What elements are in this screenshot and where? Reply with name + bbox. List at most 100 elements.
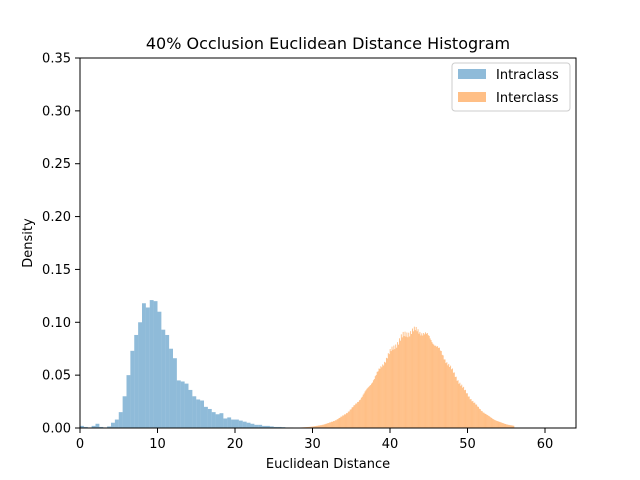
interclass-bar-204 xyxy=(432,343,434,428)
interclass-bar-223 xyxy=(450,365,452,428)
intraclass-bar-32 xyxy=(204,406,208,428)
y-tick-label-3: 0.15 xyxy=(42,263,71,278)
interclass-bar-175 xyxy=(405,336,407,428)
interclass-bar-258 xyxy=(482,412,484,428)
interclass-bar-193 xyxy=(422,335,424,428)
interclass-bar-212 xyxy=(439,350,441,428)
interclass-bar-221 xyxy=(448,363,450,428)
intraclass-bar-37 xyxy=(223,418,228,428)
interclass-bar-254 xyxy=(478,408,480,428)
interclass-bar-284 xyxy=(506,424,508,428)
interclass-bar-256 xyxy=(480,410,482,428)
interclass-bar-123 xyxy=(357,402,359,428)
interclass-bar-162 xyxy=(393,345,395,428)
interclass-bar-275 xyxy=(498,421,500,428)
interclass-bar-125 xyxy=(359,400,360,428)
intraclass-bar-17 xyxy=(145,307,150,428)
interclass-bar-279 xyxy=(502,423,504,428)
y-tick-label-1: 0.05 xyxy=(42,369,71,384)
x-tick-label-60: 60 xyxy=(537,437,554,452)
y-axis-label: Density xyxy=(21,218,36,268)
intraclass-bar-29 xyxy=(192,396,197,428)
interclass-bar-127 xyxy=(360,397,362,428)
intraclass-bar-19 xyxy=(153,301,158,428)
interclass-bar-122 xyxy=(356,403,358,428)
interclass-bar-194 xyxy=(423,333,425,428)
interclass-bar-288 xyxy=(510,425,512,428)
interclass-bar-174 xyxy=(404,331,406,428)
interclass-bar-128 xyxy=(361,396,363,428)
intraclass-bar-8 xyxy=(111,422,115,428)
intraclass-bar-42 xyxy=(242,421,247,428)
interclass-bar-107 xyxy=(342,415,344,428)
interclass-bar-200 xyxy=(428,335,430,428)
intraclass-bar-1 xyxy=(83,426,88,428)
interclass-bar-203 xyxy=(431,342,433,428)
interclass-bar-156 xyxy=(387,353,389,428)
interclass-bar-249 xyxy=(474,402,476,428)
intraclass-bar-4 xyxy=(95,423,100,428)
legend-label-intraclass: Intraclass xyxy=(496,68,559,83)
interclass-bar-159 xyxy=(390,351,392,428)
intraclass-bar-16 xyxy=(142,303,146,428)
interclass-bar-186 xyxy=(415,326,417,428)
intraclass-bar-23 xyxy=(169,348,173,428)
interclass-bar-227 xyxy=(453,372,455,428)
interclass-bar-109 xyxy=(344,414,346,428)
interclass-bar-184 xyxy=(413,326,415,428)
x-tick-label-10: 10 xyxy=(149,437,166,452)
interclass-bar-187 xyxy=(416,331,418,428)
interclass-bar-253 xyxy=(478,406,479,428)
intraclass-bar-46 xyxy=(258,424,263,428)
interclass-bar-116 xyxy=(350,409,352,428)
interclass-bar-172 xyxy=(402,331,404,428)
interclass-bar-266 xyxy=(490,417,492,428)
interclass-bar-147 xyxy=(379,368,381,428)
interclass-bar-131 xyxy=(364,391,366,428)
y-tick-label-7: 0.35 xyxy=(42,52,71,67)
interclass-bar-195 xyxy=(424,334,426,428)
interclass-bar-120 xyxy=(354,405,356,428)
interclass-bar-196 xyxy=(425,332,426,428)
interclass-bar-214 xyxy=(441,354,443,428)
intraclass-bar-20 xyxy=(157,311,162,428)
interclass-bar-171 xyxy=(401,337,403,428)
interclass-bar-270 xyxy=(493,419,495,428)
intraclass-bar-25 xyxy=(176,380,181,428)
interclass-bar-149 xyxy=(381,367,383,428)
interclass-bar-255 xyxy=(479,409,481,428)
interclass-bar-160 xyxy=(391,346,393,428)
interclass-bar-144 xyxy=(376,371,378,428)
interclass-bar-185 xyxy=(414,330,416,428)
interclass-bar-110 xyxy=(345,414,346,428)
interclass-bar-205 xyxy=(433,344,435,428)
interclass-bar-90 xyxy=(326,423,328,428)
interclass-bar-220 xyxy=(447,365,449,428)
interclass-bar-91 xyxy=(327,423,329,428)
interclass-bar-190 xyxy=(419,331,421,428)
intraclass-bar-44 xyxy=(250,423,255,428)
interclass-bar-247 xyxy=(472,400,474,428)
intraclass-bar-51 xyxy=(277,426,282,428)
interclass-bar-240 xyxy=(465,393,467,428)
interclass-bar-230 xyxy=(456,380,458,428)
interclass-bar-278 xyxy=(501,422,503,428)
intraclass-bar-50 xyxy=(273,426,278,428)
interclass-bar-115 xyxy=(349,409,351,428)
interclass-bar-92 xyxy=(328,422,330,428)
interclass-bar-158 xyxy=(389,349,391,428)
intraclass-bar-14 xyxy=(134,334,139,428)
chart-title: 40% Occlusion Euclidean Distance Histogr… xyxy=(146,34,510,53)
interclass-bar-285 xyxy=(507,424,509,428)
interclass-bar-263 xyxy=(487,415,489,428)
interclass-bar-252 xyxy=(477,406,479,428)
interclass-bar-280 xyxy=(503,423,505,428)
intraclass-bar-28 xyxy=(188,389,193,428)
interclass-bar-289 xyxy=(511,425,513,428)
interclass-bar-236 xyxy=(462,387,464,428)
interclass-bar-129 xyxy=(362,394,364,428)
interclass-bar-265 xyxy=(489,416,491,428)
y-tick-label-6: 0.30 xyxy=(42,104,71,119)
interclass-bar-209 xyxy=(437,346,439,428)
intraclass-bar-27 xyxy=(184,383,189,428)
